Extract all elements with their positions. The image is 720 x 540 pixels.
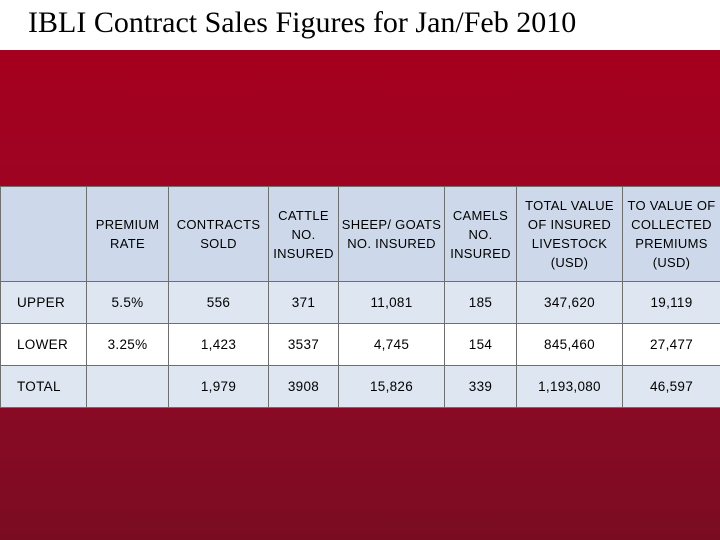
header-total-value-livestock: TOTAL VALUE OF INSURED LIVESTOCK (USD) (516, 186, 623, 282)
table-cell: 46,597 (622, 365, 720, 408)
table-cell: 4,745 (338, 323, 445, 366)
table-cell: 3908 (268, 365, 339, 408)
table-cell: 27,477 (622, 323, 720, 366)
header-contracts-sold: CONTRACTS SOLD (168, 186, 269, 282)
header-sheep-goats-insured: SHEEP/ GOATS NO. INSURED (338, 186, 445, 282)
table-cell: 11,081 (338, 281, 445, 324)
table-cell (86, 365, 169, 408)
table-cell: 19,119 (622, 281, 720, 324)
row-label: LOWER (0, 323, 87, 366)
table-cell: 3.25% (86, 323, 169, 366)
table-cell: 1,193,080 (516, 365, 623, 408)
table-cell: 845,460 (516, 323, 623, 366)
table-cell: 1,423 (168, 323, 269, 366)
header-premium-rate: PREMIUM RATE (86, 186, 169, 282)
row-label: UPPER (0, 281, 87, 324)
header-value-collected-premiums: TO VALUE OF COLLECTED PREMIUMS (USD) (622, 186, 720, 282)
table-cell: 3537 (268, 323, 339, 366)
table-row-upper: UPPER 5.5% 556 371 11,081 185 347,620 19… (0, 281, 720, 324)
table-cell: 347,620 (516, 281, 623, 324)
table-header-row: PREMIUM RATE CONTRACTS SOLD CATTLE NO. I… (0, 186, 720, 282)
table-cell: 15,826 (338, 365, 445, 408)
sales-figures-table: PREMIUM RATE CONTRACTS SOLD CATTLE NO. I… (0, 186, 720, 408)
table-cell: 1,979 (168, 365, 269, 408)
table-cell: 371 (268, 281, 339, 324)
sales-table-container: PREMIUM RATE CONTRACTS SOLD CATTLE NO. I… (0, 186, 720, 408)
table-cell: 185 (444, 281, 517, 324)
table-cell: 339 (444, 365, 517, 408)
table-cell: 5.5% (86, 281, 169, 324)
table-cell: 154 (444, 323, 517, 366)
row-label: TOTAL (0, 365, 87, 408)
table-cell: 556 (168, 281, 269, 324)
table-row-total: TOTAL 1,979 3908 15,826 339 1,193,080 46… (0, 365, 720, 408)
header-camels-insured: CAMELS NO. INSURED (444, 186, 517, 282)
page-title: IBLI Contract Sales Figures for Jan/Feb … (28, 6, 577, 39)
header-cell-blank (0, 186, 87, 282)
table-row-lower: LOWER 3.25% 1,423 3537 4,745 154 845,460… (0, 323, 720, 366)
header-cattle-insured: CATTLE NO. INSURED (268, 186, 339, 282)
